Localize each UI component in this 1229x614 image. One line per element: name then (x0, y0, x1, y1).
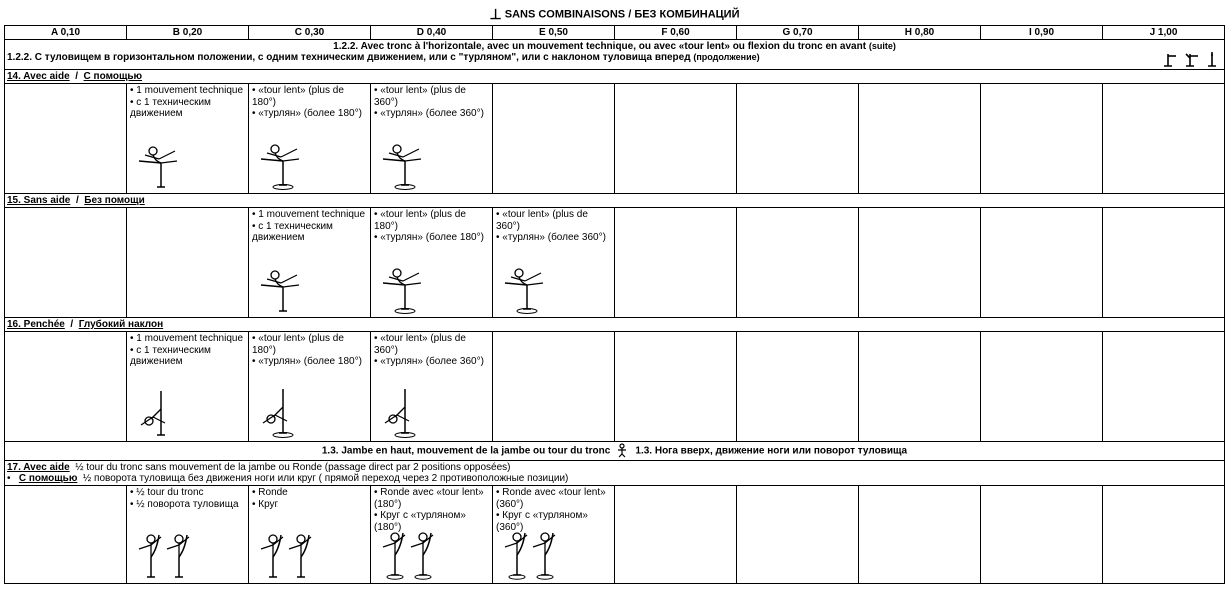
cell-16h (859, 332, 981, 442)
cell-17e: • Ronde avec «tour lent» (360°)• Круг с … (493, 486, 615, 584)
row15-title: 15. Sans aide / Без помощи (5, 194, 1225, 208)
section-122-ru: 1.2.2. С туловищем в горизонтальном поло… (7, 52, 691, 63)
section-122-fr-suite: (suite) (869, 41, 896, 51)
cell-14f (615, 84, 737, 194)
col-f: F 0,60 (615, 26, 737, 40)
row17-text-fr: ½ tour du tronc sans mouvement de la jam… (75, 462, 510, 473)
difficulty-table: A 0,10 B 0,20 C 0,30 D 0,40 E 0,50 F 0,6… (4, 25, 1225, 584)
row16-cells: • 1 mouvement technique• с 1 техническим… (5, 332, 1225, 442)
figure-icon (131, 531, 193, 581)
cell-17a (5, 486, 127, 584)
col-d: D 0,40 (371, 26, 493, 40)
figure-icon (375, 387, 429, 439)
col-g: G 0,70 (737, 26, 859, 40)
figure-icon (497, 529, 559, 581)
row14-fr: 14. Avec aide (7, 71, 70, 82)
col-a: A 0,10 (5, 26, 127, 40)
row15-fr: 15. Sans aide (7, 195, 70, 206)
cell-15d: • «tour lent» (plus de 180°)• «турлян» (… (371, 208, 493, 318)
col-e: E 0,50 (493, 26, 615, 40)
figure-icon (497, 263, 551, 315)
cell-14g (737, 84, 859, 194)
figure-icon (131, 389, 185, 439)
page-title: ⊥ SANS COMBINAISONS / БЕЗ КОМБИНАЦИЙ (4, 4, 1225, 25)
section-122-fr: 1.2.2. Avec tronc à l'horizontale, avec … (333, 41, 866, 52)
cell-14i (981, 84, 1103, 194)
cell-16a (5, 332, 127, 442)
col-h: H 0,80 (859, 26, 981, 40)
row17-fr: 17. Avec aide (7, 462, 70, 473)
figure-icon (375, 529, 437, 581)
cell-16d: • «tour lent» (plus de 360°)• «турлян» (… (371, 332, 493, 442)
section-13-fr: 1.3. Jambe en haut, mouvement de la jamb… (322, 446, 610, 457)
cell-16c: • «tour lent» (plus de 180°)• «турлян» (… (249, 332, 371, 442)
cell-16b: • 1 mouvement technique• с 1 техническим… (127, 332, 249, 442)
row14-ru: С помощью (84, 71, 143, 82)
row14-title: 14. Avec aide / С помощью (5, 70, 1225, 84)
cell-17f (615, 486, 737, 584)
cell-15e: • «tour lent» (plus de 360°)• «турлян» (… (493, 208, 615, 318)
cell-16i (981, 332, 1103, 442)
cell-14e (493, 84, 615, 194)
row14-cells: • 1 mouvement technique• с 1 техническим… (5, 84, 1225, 194)
cell-16f (615, 332, 737, 442)
row16-ru: Глубокий наклон (79, 319, 163, 330)
cell-17i (981, 486, 1103, 584)
figure-icon (253, 139, 307, 191)
cell-17h (859, 486, 981, 584)
cell-14b: • 1 mouvement technique• с 1 техническим… (127, 84, 249, 194)
row17-text-ru: ½ поворота туловища без движения ноги ил… (83, 473, 568, 484)
cell-15c: • 1 mouvement technique• с 1 техническим… (249, 208, 371, 318)
figure-icon (131, 141, 185, 191)
row16-fr: 16. Penchée (7, 319, 65, 330)
row17-ru: С помощью (19, 473, 78, 484)
balance-icon: ⊥ (489, 6, 501, 23)
figure-icon (253, 265, 307, 315)
cell-17g (737, 486, 859, 584)
cell-15b (127, 208, 249, 318)
title-text: SANS COMBINAISONS / БЕЗ КОМБИНАЦИЙ (505, 8, 740, 20)
balance-icons (1162, 52, 1222, 68)
row15-ru: Без помощи (84, 195, 144, 206)
cell-17c: • Ronde• Круг (249, 486, 371, 584)
section-122-header: 1.2.2. Avec tronc à l'horizontale, avec … (5, 40, 1225, 70)
cell-14a (5, 84, 127, 194)
figure-icon (253, 387, 307, 439)
cell-15j (1103, 208, 1225, 318)
row17-cells: • ½ tour du tronc• ½ поворота туловища •… (5, 486, 1225, 584)
cell-17d: • Ronde avec «tour lent» (180°)• Круг с … (371, 486, 493, 584)
cell-15f (615, 208, 737, 318)
cell-15h (859, 208, 981, 318)
figure-icon (375, 263, 429, 315)
cell-14j (1103, 84, 1225, 194)
cell-14h (859, 84, 981, 194)
figure-icon (375, 139, 429, 191)
row17-title: 17. Avec aide ½ tour du tronc sans mouve… (5, 461, 1225, 486)
cell-17b: • ½ tour du tronc• ½ поворота туловища (127, 486, 249, 584)
row15-cells: • 1 mouvement technique• с 1 техническим… (5, 208, 1225, 318)
col-b: B 0,20 (127, 26, 249, 40)
col-j: J 1,00 (1103, 26, 1225, 40)
col-i: I 0,90 (981, 26, 1103, 40)
cell-16e (493, 332, 615, 442)
cell-14c: • «tour lent» (plus de 180°)• «турлян» (… (249, 84, 371, 194)
cell-16j (1103, 332, 1225, 442)
section-122-ru-cont: (продолжение) (693, 52, 759, 62)
row16-title: 16. Penchée / Глубокий наклон (5, 318, 1225, 332)
col-c: C 0,30 (249, 26, 371, 40)
figure-icon (253, 531, 315, 581)
header-row: A 0,10 B 0,20 C 0,30 D 0,40 E 0,50 F 0,6… (5, 26, 1225, 40)
cell-15a (5, 208, 127, 318)
cell-16g (737, 332, 859, 442)
cell-17j (1103, 486, 1225, 584)
section-13-header: 1.3. Jambe en haut, mouvement de la jamb… (5, 442, 1225, 461)
person-icon (616, 443, 630, 459)
cell-14d: • «tour lent» (plus de 360°)• «турлян» (… (371, 84, 493, 194)
section-13-ru: 1.3. Нога вверх, движение ноги или повор… (635, 446, 907, 457)
cell-15g (737, 208, 859, 318)
cell-15i (981, 208, 1103, 318)
